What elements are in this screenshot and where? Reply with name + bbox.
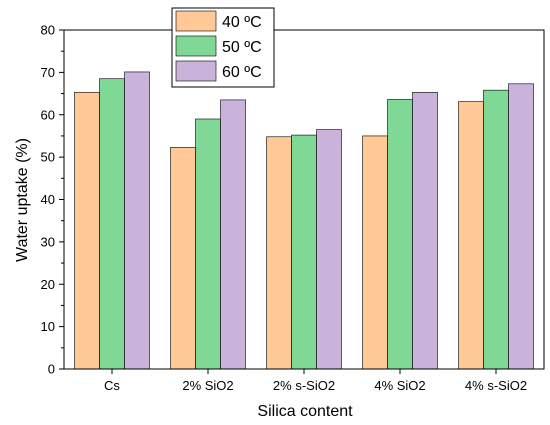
bar-cs-series-3: [124, 71, 150, 370]
x-tick-label: 4% SiO2: [374, 378, 425, 393]
y-tick-label: 70: [41, 65, 55, 80]
bar-4-s-sio2-series-1: [458, 101, 484, 370]
y-tick-label: 20: [41, 277, 55, 292]
bar-4-sio2-series-3: [412, 91, 438, 370]
bar-4-s-sio2-series-3: [508, 83, 534, 370]
bars-group: [74, 71, 534, 370]
y-tick-label: 30: [41, 234, 55, 249]
legend-swatch: [175, 60, 217, 82]
y-tick-label: 60: [41, 107, 55, 122]
bar-2-s-sio2-series-1: [266, 136, 292, 370]
legend-label: 50 ºC: [222, 39, 262, 56]
y-tick-label: 50: [41, 150, 55, 165]
x-tick-label: 2% s-SiO2: [273, 378, 335, 393]
legend-label: 60 ºC: [222, 64, 262, 81]
bar-4-sio2-series-2: [387, 99, 413, 370]
y-tick-label: 80: [41, 23, 55, 38]
y-tick-label: 10: [41, 319, 55, 334]
bar-2-s-sio2-series-2: [291, 134, 317, 370]
bar-2-s-sio2-series-3: [316, 129, 342, 370]
bar-4-s-sio2-series-2: [483, 89, 509, 370]
bar-cs-series-2: [99, 78, 125, 370]
y-tick-label: 0: [48, 362, 55, 377]
bar-2-sio2-series-1: [170, 147, 196, 370]
ticks-group: Cs 2% SiO2 2% s-SiO2 4% SiO2 4% s-SiO2 0 10 20 3…: [41, 23, 528, 394]
bar-4-sio2-series-1: [362, 135, 388, 370]
y-tick-label: 40: [41, 192, 55, 207]
legend-swatch: [175, 10, 217, 32]
x-tick-label: 2% SiO2: [182, 378, 233, 393]
legend-label: 40 ºC: [222, 14, 262, 31]
x-axis-title: Silica content: [257, 403, 353, 420]
bar-2-sio2-series-3: [220, 99, 246, 370]
bar-2-sio2-series-2: [195, 118, 221, 370]
bar-cs-series-1: [74, 91, 100, 370]
x-tick-label: Cs: [104, 378, 120, 393]
legend-swatch: [175, 35, 217, 57]
x-tick-label: 4% s-SiO2: [465, 378, 527, 393]
legend: 40 ºC 50 ºC 60 ºC: [171, 7, 275, 88]
y-axis-title: Water uptake (%): [14, 138, 31, 262]
